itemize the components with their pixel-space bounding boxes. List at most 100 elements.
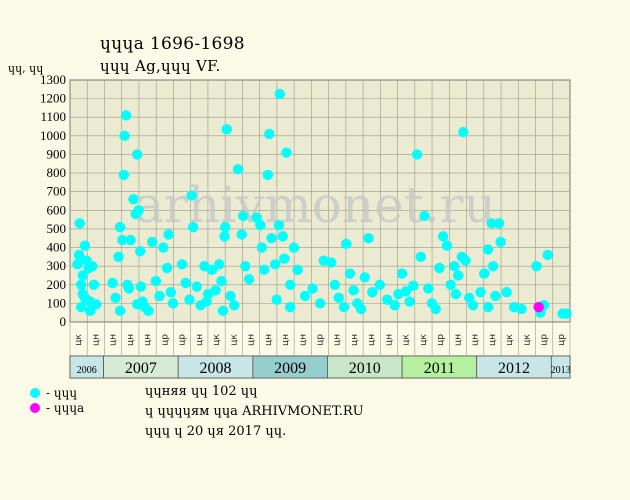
y-axis-unit-label: ɥɥ, ɥɥ bbox=[8, 62, 44, 75]
month-label: цр bbox=[557, 334, 567, 346]
data-point bbox=[219, 231, 230, 242]
data-point bbox=[389, 300, 400, 311]
data-point bbox=[87, 260, 98, 272]
year-label-2010: 2010 bbox=[349, 360, 381, 377]
data-point bbox=[79, 240, 91, 251]
data-point bbox=[495, 236, 506, 248]
data-point bbox=[119, 130, 130, 142]
data-point bbox=[264, 128, 275, 140]
month-label: цк bbox=[212, 334, 222, 346]
year-label-2008: 2008 bbox=[200, 360, 232, 377]
data-point bbox=[482, 244, 494, 255]
data-point bbox=[274, 88, 285, 100]
data-point bbox=[284, 279, 296, 290]
month-label: цк bbox=[402, 334, 412, 346]
data-point bbox=[256, 242, 267, 253]
data-point bbox=[325, 257, 337, 268]
year-label-2007: 2007 bbox=[125, 360, 157, 377]
month-label: цр bbox=[178, 334, 188, 346]
data-point bbox=[271, 294, 282, 305]
month-label: цн bbox=[453, 334, 463, 346]
data-point bbox=[79, 292, 91, 303]
data-point bbox=[146, 236, 158, 248]
data-point bbox=[449, 260, 460, 272]
y-tick-label: 700 bbox=[47, 184, 67, 199]
y-tick-label: 0 bbox=[60, 314, 67, 329]
data-point bbox=[217, 305, 229, 317]
data-point bbox=[288, 242, 300, 253]
y-tick-label: 1000 bbox=[40, 128, 66, 143]
data-point bbox=[90, 299, 102, 310]
y-tick-label: 500 bbox=[47, 221, 67, 236]
y-tick-label: 400 bbox=[47, 240, 67, 255]
data-point bbox=[186, 190, 197, 201]
data-point bbox=[167, 298, 179, 309]
data-point bbox=[221, 124, 232, 135]
data-point bbox=[117, 234, 128, 246]
data-point bbox=[114, 221, 126, 233]
month-label: цн bbox=[367, 334, 377, 346]
y-tick-label: 1200 bbox=[40, 91, 66, 106]
data-point bbox=[270, 259, 281, 270]
data-point bbox=[419, 210, 430, 222]
year-label-2013: 2013 bbox=[551, 365, 571, 376]
legend-label-main: - ɥɥɥ bbox=[46, 386, 78, 400]
data-point bbox=[258, 264, 270, 276]
data-point bbox=[180, 277, 191, 289]
data-point bbox=[77, 270, 88, 281]
legend-label-highlight: - ɥɥɥa bbox=[46, 401, 85, 415]
data-point bbox=[404, 296, 415, 307]
data-point bbox=[348, 285, 359, 296]
data-point bbox=[107, 277, 118, 289]
data-point bbox=[340, 238, 352, 250]
data-point bbox=[184, 294, 195, 305]
data-point bbox=[120, 110, 132, 121]
data-point bbox=[284, 301, 296, 313]
data-point bbox=[329, 279, 341, 290]
data-point bbox=[344, 268, 356, 279]
data-point bbox=[243, 273, 255, 285]
data-point bbox=[163, 229, 174, 240]
data-point bbox=[191, 281, 203, 292]
data-point bbox=[450, 288, 462, 300]
data-point bbox=[150, 275, 162, 287]
data-point bbox=[445, 279, 456, 290]
data-point bbox=[475, 287, 486, 298]
data-point bbox=[228, 300, 240, 311]
chart-subtitle: ɥɥɥ Ag,ɥɥɥ VF. bbox=[100, 57, 221, 75]
month-label: цр bbox=[436, 334, 446, 346]
data-point bbox=[501, 287, 512, 298]
data-point bbox=[240, 260, 251, 272]
data-point bbox=[114, 305, 126, 317]
data-point bbox=[123, 283, 135, 294]
data-point bbox=[561, 308, 572, 319]
data-point bbox=[210, 285, 221, 296]
data-point bbox=[220, 221, 231, 233]
month-label: цн bbox=[126, 334, 136, 346]
data-point bbox=[237, 210, 249, 222]
data-point bbox=[333, 292, 344, 303]
data-point bbox=[131, 149, 143, 160]
data-point bbox=[262, 169, 273, 181]
month-label: цн bbox=[264, 334, 274, 346]
data-point bbox=[359, 272, 370, 283]
note-line-3: ɥɥɥ ɥ 20 ɥя 2017 ɥɥ. bbox=[145, 424, 287, 439]
data-point bbox=[278, 253, 290, 264]
data-point bbox=[478, 268, 490, 279]
data-point bbox=[154, 290, 165, 302]
month-label: цн bbox=[281, 334, 291, 346]
month-label: цк bbox=[522, 334, 532, 346]
legend-swatch-highlight bbox=[30, 403, 40, 413]
data-point bbox=[400, 286, 412, 297]
data-point bbox=[161, 262, 173, 274]
data-point bbox=[125, 234, 136, 246]
year-cell-2013 bbox=[550, 355, 571, 379]
month-label: цн bbox=[109, 334, 119, 346]
month-label: цн bbox=[247, 334, 257, 346]
month-label: цн bbox=[195, 334, 205, 346]
month-label: цр bbox=[160, 334, 170, 346]
note-line-2: ɥ ɥɥɥɥям ɥɥa ARHIVMONET.RU bbox=[145, 404, 364, 419]
month-label: цн bbox=[471, 334, 481, 346]
data-point bbox=[430, 303, 441, 315]
data-point bbox=[128, 193, 139, 205]
